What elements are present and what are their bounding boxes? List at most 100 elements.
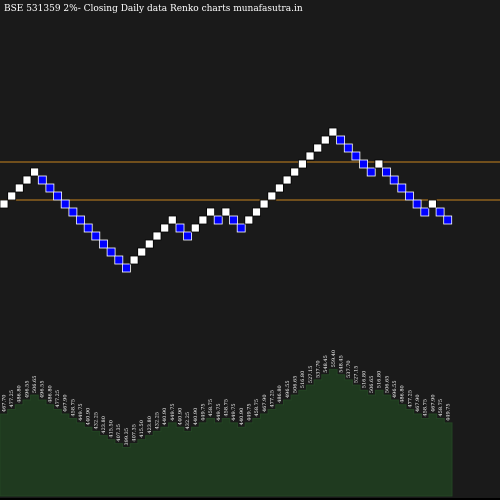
renko-up-brick [22,175,32,185]
renko-up-brick [328,127,338,137]
price-label: 477.25 [9,390,15,408]
renko-up-brick [252,207,261,217]
price-label: 458.75 [208,399,214,417]
renko-up-brick [167,215,177,225]
renko-down-brick [435,207,445,217]
price-label: 537.70 [315,360,321,378]
price-label: 432.25 [93,412,99,430]
renko-up-brick [129,255,139,265]
price-label: 537.70 [346,360,352,378]
price-label: 486.80 [17,385,23,403]
renko-up-brick [0,199,9,209]
price-label: 449.75 [247,403,253,421]
renko-down-brick [397,183,407,193]
price-label: 477.25 [270,390,276,408]
price-label: 506.65 [369,376,375,394]
price-label: 415.50 [109,420,115,438]
renko-down-brick [351,151,361,161]
renko-up-brick [320,135,330,145]
price-label: 467.90 [262,395,268,413]
price-label: 506.65 [292,376,298,394]
renko-down-brick [412,199,422,209]
renko-down-brick [366,167,376,177]
renko-down-brick [229,215,238,225]
renko-down-brick [443,215,453,225]
renko-up-brick [313,143,323,153]
price-label: 407.35 [116,424,122,442]
price-label: 467.90 [63,395,69,413]
price-area-fill [0,368,453,497]
renko-down-brick [389,175,399,185]
price-label: 516.80 [361,371,367,389]
price-label: 449.75 [78,403,84,421]
renko-down-brick [336,135,346,145]
renko-down-brick [60,199,70,209]
price-label: 467.90 [430,395,436,413]
price-label: 399.35 [124,428,130,446]
renko-up-brick [160,223,170,233]
renko-down-brick [76,215,85,225]
renko-up-brick [30,167,40,177]
price-label: 486.80 [277,385,283,403]
price-label: 496.55 [392,381,398,399]
price-label: 506.65 [384,376,390,394]
price-label: 467.70 [1,395,7,413]
price-label: 440.90 [193,408,199,426]
renko-down-brick [99,239,108,249]
renko-up-brick [297,159,307,169]
renko-down-brick [175,223,185,233]
renko-up-brick [259,199,269,209]
price-label: 432.25 [155,412,161,430]
renko-down-brick [236,223,246,233]
renko-bricks [0,127,453,273]
price-label: 458.75 [224,399,230,417]
renko-up-brick [137,247,147,257]
renko-down-brick [53,191,62,201]
renko-down-brick [37,175,47,185]
price-label: 496.55 [285,381,291,399]
price-label: 477.25 [407,390,413,408]
price-label: 415.50 [139,420,145,438]
renko-down-brick [83,223,93,233]
renko-down-brick [382,167,391,177]
renko-up-brick [305,151,315,161]
price-label: 440.90 [178,408,184,426]
renko-down-brick [68,207,78,217]
price-label: 467.90 [415,395,421,413]
price-label: 458.75 [423,399,429,417]
price-label: 423.80 [147,416,153,434]
price-label: 423.80 [101,416,107,434]
renko-down-brick [45,183,55,193]
renko-down-brick [213,215,223,225]
renko-down-brick [114,255,124,265]
renko-down-brick [359,159,369,169]
price-label: 449.75 [231,403,237,421]
price-label: 548.45 [338,355,344,373]
renko-up-brick [427,199,437,209]
price-label: 559.40 [331,350,337,368]
price-label: 440.90 [162,408,168,426]
renko-up-brick [198,215,208,225]
price-label: 449.75 [170,403,176,421]
price-label: 449.75 [201,403,207,421]
renko-up-brick [267,191,277,201]
price-label: 432.25 [185,412,191,430]
renko-down-brick [122,263,131,273]
price-label: 506.65 [32,376,38,394]
price-label: 449.75 [446,403,452,421]
price-label: 527.15 [354,366,360,384]
price-label: 449.75 [216,403,222,421]
price-area [0,368,453,497]
price-label: 458.75 [438,399,444,417]
price-label: 458.75 [254,399,260,417]
renko-up-brick [282,175,292,185]
price-label: 496.55 [24,381,30,399]
renko-down-brick [420,207,430,217]
price-label: 440.90 [239,408,245,426]
renko-up-brick [290,167,300,177]
price-label: 548.45 [323,355,329,373]
price-label: 477.25 [55,390,61,408]
price-label: 407.35 [132,424,138,442]
price-label: 486.80 [47,385,53,403]
